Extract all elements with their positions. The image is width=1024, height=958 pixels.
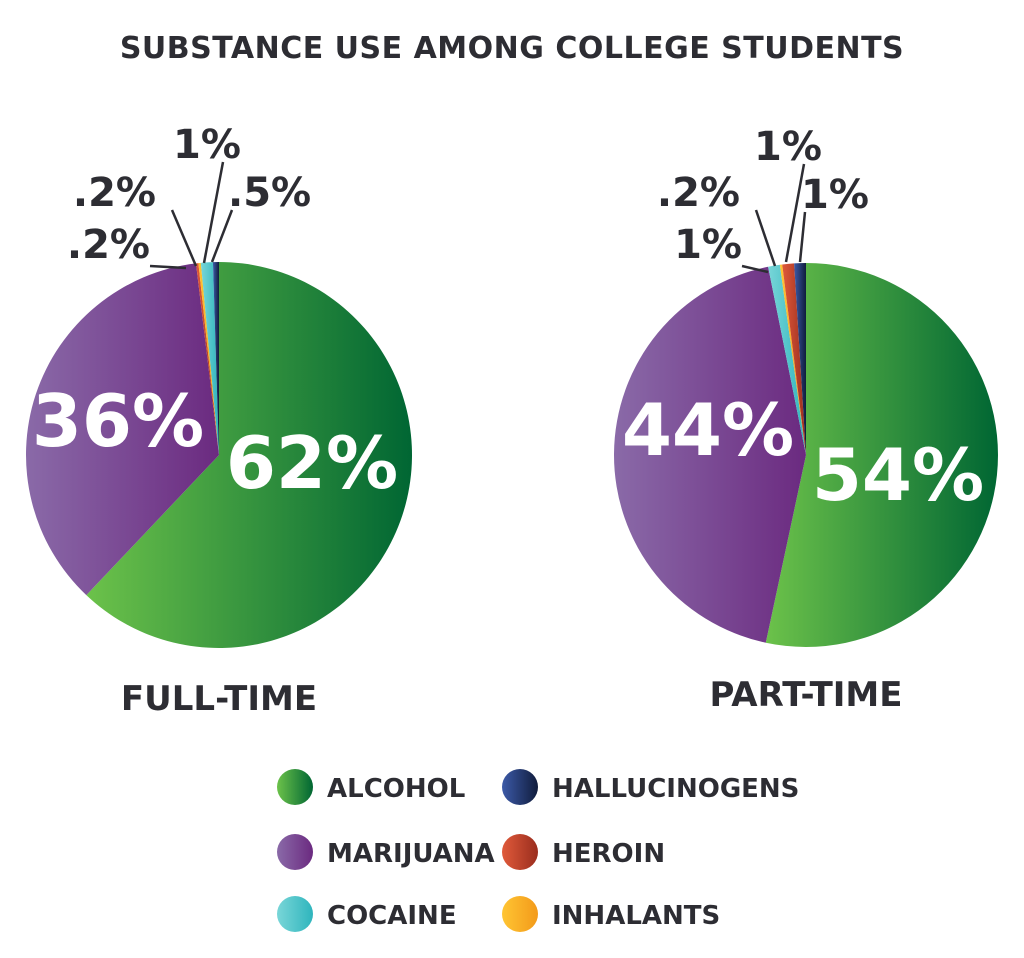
pie-0-label-cocaine-small: 1%: [173, 122, 241, 168]
pie-full-time: 62% 36% .2% .2% 1%.5%: [26, 122, 413, 648]
pie-1-label-heroin-small: 1%: [754, 124, 822, 170]
pie-0-leader-0: [149, 264, 187, 270]
pie-1-label-alcohol: 54%: [812, 433, 984, 517]
pie-0-slice-heroin-2: [195, 263, 219, 455]
legend-swatch-heroin: [502, 834, 538, 870]
legend-label-cocaine: COCAINE: [327, 901, 457, 931]
pie-1-slice-inhalants-3: [779, 264, 806, 455]
pie-0-leader-2: [202, 161, 225, 264]
pie-0-label-marijuana: 36%: [32, 379, 204, 463]
pie-0-slice-hallucinogens-5: [212, 262, 219, 455]
pie-part-time: 54%44%1%.2%1%1%: [614, 124, 998, 647]
legend-label-hallucinogens: HALLUCINOGENS: [552, 774, 799, 804]
pie-0-slice-alcohol-0: [86, 262, 413, 648]
chart-title: SUBSTANCE USE AMONG COLLEGE STUDENTS: [120, 31, 904, 66]
pie-1-slice-hallucinogens-5: [794, 263, 806, 455]
pie-1-slice-marijuana-1: [614, 266, 806, 643]
pie-0-label-inhalants-small: .2%: [73, 170, 156, 216]
legend-label-heroin: HEROIN: [552, 839, 665, 869]
pie-1-label-hallucinogens-small: 1%: [801, 172, 869, 218]
pie-1-slice-cocaine-2: [768, 264, 806, 455]
pie-1-leader-3: [798, 211, 807, 263]
pie-1-leader-1: [754, 209, 777, 267]
pie-label-part-time: PART-TIME: [710, 675, 903, 715]
legend-label-alcohol: ALCOHOL: [327, 774, 465, 804]
legend-swatch-cocaine: [277, 896, 313, 932]
pie-0-slice-inhalants-3: [198, 262, 219, 455]
pie-0-slice-cocaine-4: [200, 262, 219, 455]
pie-0-slice-marijuana-1: [26, 263, 219, 596]
pie-0-label-hallucinogens-small: .5%: [228, 170, 311, 216]
pie-1-leader-0: [741, 264, 769, 274]
pie-1-slice-alcohol-0: [765, 263, 998, 647]
pie-0-leader-1: [170, 209, 198, 267]
legend-swatch-inhalants: [502, 896, 538, 932]
legend-label-inhalants: INHALANTS: [552, 901, 720, 931]
pie-0-label-heroin-small: .2%: [67, 222, 150, 268]
legend-swatch-hallucinogens: [502, 769, 538, 805]
legend-swatch-alcohol: [277, 769, 313, 805]
pie-1-leader-2: [784, 163, 806, 263]
legend-swatch-marijuana: [277, 834, 313, 870]
legend-label-marijuana: MARIJUANA: [327, 839, 495, 869]
pie-1-label-marijuana: 44%: [622, 388, 794, 472]
pie-label-full-time: FULL-TIME: [121, 679, 317, 719]
pie-1-label-cocaine-small: 1%: [674, 222, 742, 268]
pie-0-leader-3: [210, 209, 234, 263]
pie-1-label-inhalants-small: .2%: [657, 170, 740, 216]
pie-0-label-alcohol: 62%: [226, 421, 398, 505]
legend: ALCOHOL HALLUCINOGENS MARIJUANA HEROIN COCAI…: [277, 769, 799, 932]
pie-1-slice-heroin-4: [782, 263, 806, 455]
